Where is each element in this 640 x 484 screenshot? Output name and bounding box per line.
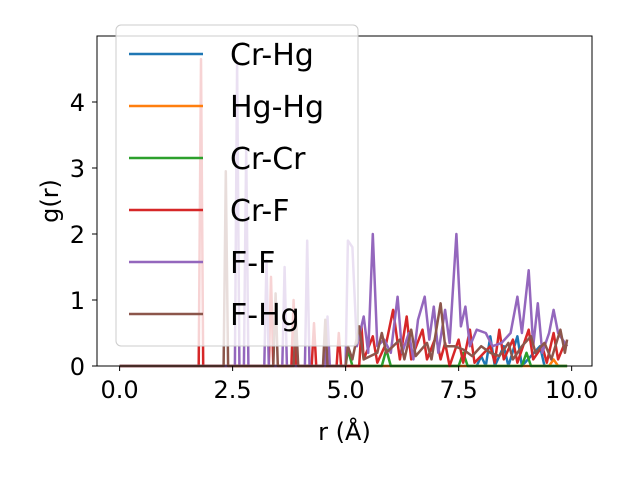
- legend-label: Cr-Hg: [230, 38, 314, 73]
- legend-label: Cr-F: [230, 194, 289, 229]
- x-tick-label: 7.5: [440, 376, 478, 404]
- x-tick-label: 0.0: [101, 376, 139, 404]
- y-axis: 0 1 2 3 4: [70, 89, 97, 381]
- y-axis-label: g(r): [36, 179, 64, 223]
- x-axis: 0.0 2.5 5.0 7.5 10.0: [101, 366, 598, 404]
- y-tick-label: 1: [70, 287, 85, 315]
- y-tick-label: 3: [70, 155, 85, 183]
- legend-label: Hg-Hg: [230, 90, 324, 125]
- legend-label: F-F: [230, 246, 275, 281]
- y-tick-label: 4: [70, 89, 85, 117]
- y-tick-label: 2: [70, 221, 85, 249]
- legend-label: F-Hg: [230, 298, 300, 333]
- legend-label: Cr-Cr: [230, 142, 306, 177]
- legend: Cr-Hg Hg-Hg Cr-Cr Cr-F F-F F-Hg: [115, 24, 359, 347]
- x-tick-label: 10.0: [545, 376, 598, 404]
- x-axis-label: r (Å): [318, 417, 371, 446]
- series-line-f-hg: [119, 170, 569, 368]
- x-tick-label: 2.5: [214, 376, 252, 404]
- x-tick-label: 5.0: [327, 376, 365, 404]
- y-tick-label: 0: [70, 353, 85, 381]
